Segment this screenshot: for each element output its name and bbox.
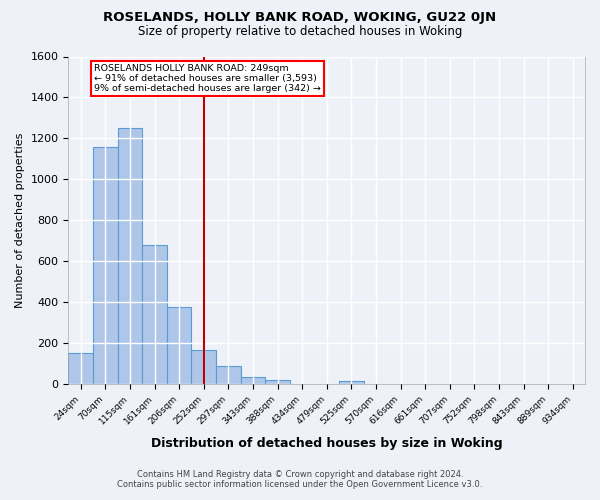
Text: ROSELANDS HOLLY BANK ROAD: 249sqm
← 91% of detached houses are smaller (3,593)
9: ROSELANDS HOLLY BANK ROAD: 249sqm ← 91% … bbox=[94, 64, 321, 94]
Text: Contains HM Land Registry data © Crown copyright and database right 2024.
Contai: Contains HM Land Registry data © Crown c… bbox=[118, 470, 482, 489]
Bar bbox=[142, 245, 167, 384]
Bar bbox=[191, 350, 216, 384]
Text: ROSELANDS, HOLLY BANK ROAD, WOKING, GU22 0JN: ROSELANDS, HOLLY BANK ROAD, WOKING, GU22… bbox=[103, 12, 497, 24]
Text: Size of property relative to detached houses in Woking: Size of property relative to detached ho… bbox=[138, 25, 462, 38]
Bar bbox=[216, 366, 241, 384]
Bar bbox=[265, 380, 290, 384]
Bar bbox=[167, 308, 191, 384]
Y-axis label: Number of detached properties: Number of detached properties bbox=[15, 132, 25, 308]
X-axis label: Distribution of detached houses by size in Woking: Distribution of detached houses by size … bbox=[151, 437, 503, 450]
Bar bbox=[93, 146, 118, 384]
Bar bbox=[241, 376, 265, 384]
Bar bbox=[68, 354, 93, 384]
Bar bbox=[339, 381, 364, 384]
Bar bbox=[118, 128, 142, 384]
